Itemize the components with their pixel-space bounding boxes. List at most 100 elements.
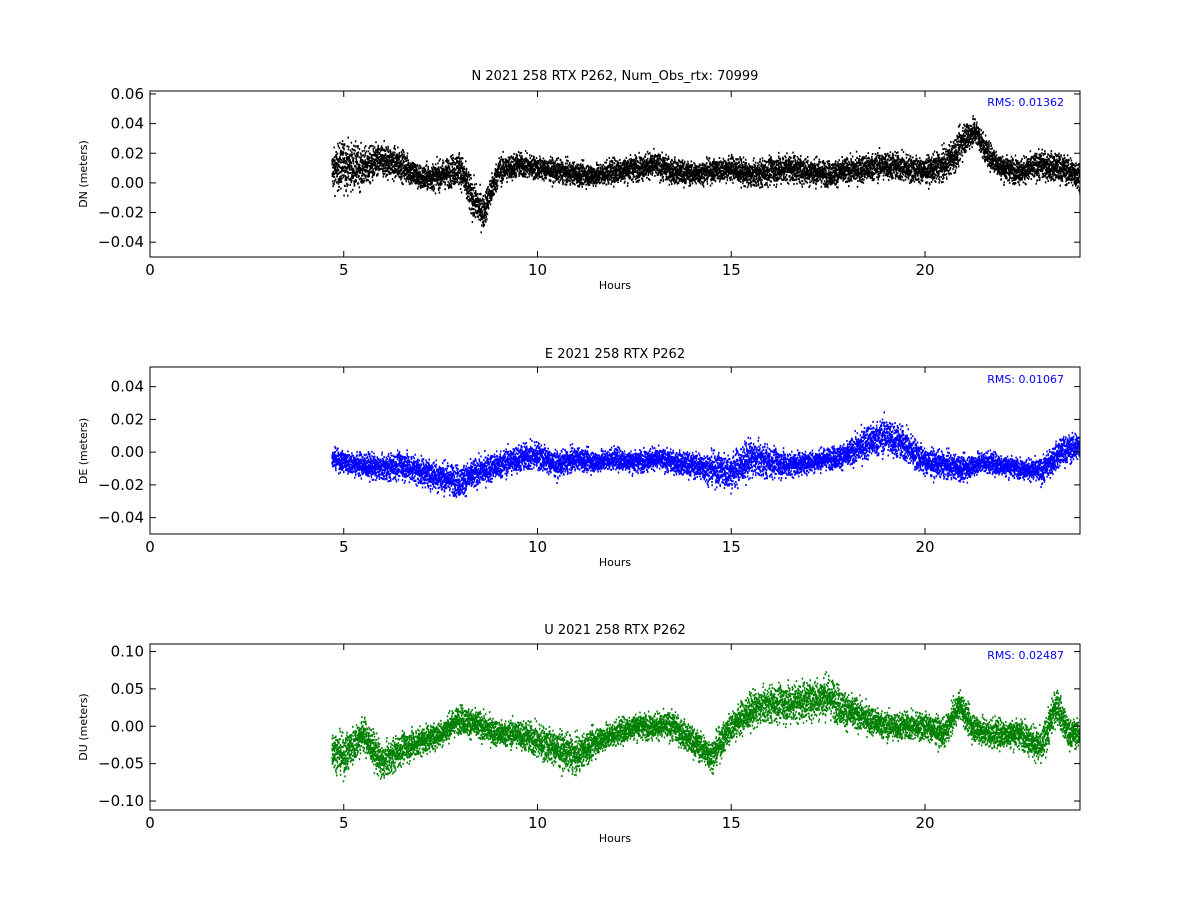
data-point <box>505 162 507 165</box>
data-point <box>385 175 387 178</box>
data-point <box>499 161 501 164</box>
data-point <box>572 163 575 166</box>
data-point <box>612 156 614 159</box>
data-point <box>385 146 387 149</box>
data-point <box>539 159 542 162</box>
data-point <box>637 171 639 174</box>
data-point <box>608 174 610 177</box>
data-point <box>604 171 607 174</box>
data-point <box>418 180 420 183</box>
data-point <box>627 175 630 178</box>
data-point <box>483 220 485 223</box>
data-point <box>472 213 475 216</box>
data-point <box>342 153 344 156</box>
data-point <box>336 175 338 178</box>
data-point <box>427 165 429 168</box>
data-point <box>684 160 686 163</box>
data-point <box>463 165 465 168</box>
data-point <box>470 196 473 199</box>
data-point <box>365 161 367 164</box>
data-point <box>681 169 683 172</box>
data-point <box>473 186 476 189</box>
data-point <box>366 158 369 161</box>
data-point <box>675 166 677 169</box>
data-point <box>409 171 411 174</box>
data-point <box>664 156 667 159</box>
data-point <box>512 156 514 159</box>
data-point <box>680 160 682 163</box>
data-point <box>434 192 437 195</box>
data-point <box>664 167 666 170</box>
data-point <box>648 162 650 165</box>
data-point <box>393 170 396 173</box>
data-point <box>339 166 342 169</box>
data-point <box>342 152 344 155</box>
data-point <box>485 207 487 210</box>
data-point <box>677 181 680 184</box>
data-point <box>672 177 674 180</box>
data-point <box>465 182 468 185</box>
data-point <box>653 147 655 150</box>
data-point <box>649 152 651 155</box>
data-point <box>357 145 359 148</box>
data-point <box>468 195 470 198</box>
data-point <box>581 183 583 186</box>
data-point <box>389 150 392 153</box>
data-point <box>393 180 395 183</box>
data-point <box>438 183 441 186</box>
data-point <box>620 176 622 179</box>
data-point <box>470 182 472 185</box>
data-point <box>472 199 475 202</box>
data-point <box>361 180 363 183</box>
data-point <box>645 172 647 175</box>
data-point <box>394 148 397 151</box>
data-point <box>521 155 523 158</box>
data-point <box>614 177 616 180</box>
data-point <box>610 164 612 167</box>
data-point <box>501 165 504 168</box>
data-point <box>662 165 665 168</box>
data-point <box>472 214 474 217</box>
data-point <box>459 188 462 191</box>
data-point <box>638 151 640 154</box>
data-point <box>358 168 361 171</box>
data-point <box>500 168 502 171</box>
data-point <box>409 164 412 167</box>
data-point <box>377 144 380 147</box>
data-point <box>513 168 515 171</box>
data-point <box>459 157 462 160</box>
data-point <box>444 183 446 186</box>
data-point <box>491 172 493 175</box>
data-point <box>629 177 632 180</box>
data-point <box>485 211 488 214</box>
data-point <box>358 174 360 177</box>
data-point <box>514 158 517 161</box>
data-point <box>649 178 651 181</box>
data-point <box>647 163 649 166</box>
data-point <box>583 167 586 170</box>
data-point <box>461 165 463 168</box>
data-point <box>601 178 603 181</box>
data-point <box>462 171 465 174</box>
data-point <box>456 167 458 170</box>
data-point <box>386 159 389 162</box>
data-point <box>415 168 418 171</box>
data-point <box>332 173 334 176</box>
data-point <box>602 168 604 171</box>
data-point <box>419 173 422 176</box>
data-point <box>618 173 620 176</box>
data-point <box>361 162 363 165</box>
data-point <box>615 176 617 179</box>
data-point <box>447 161 449 164</box>
data-point <box>543 171 545 174</box>
data-point <box>656 165 659 168</box>
data-point <box>669 170 671 173</box>
data-point <box>362 154 365 157</box>
data-point <box>642 174 645 177</box>
data-point <box>345 151 347 154</box>
data-point <box>379 164 381 167</box>
data-point <box>340 178 342 181</box>
data-point <box>403 172 406 175</box>
data-point <box>502 177 505 180</box>
data-point <box>676 165 679 168</box>
